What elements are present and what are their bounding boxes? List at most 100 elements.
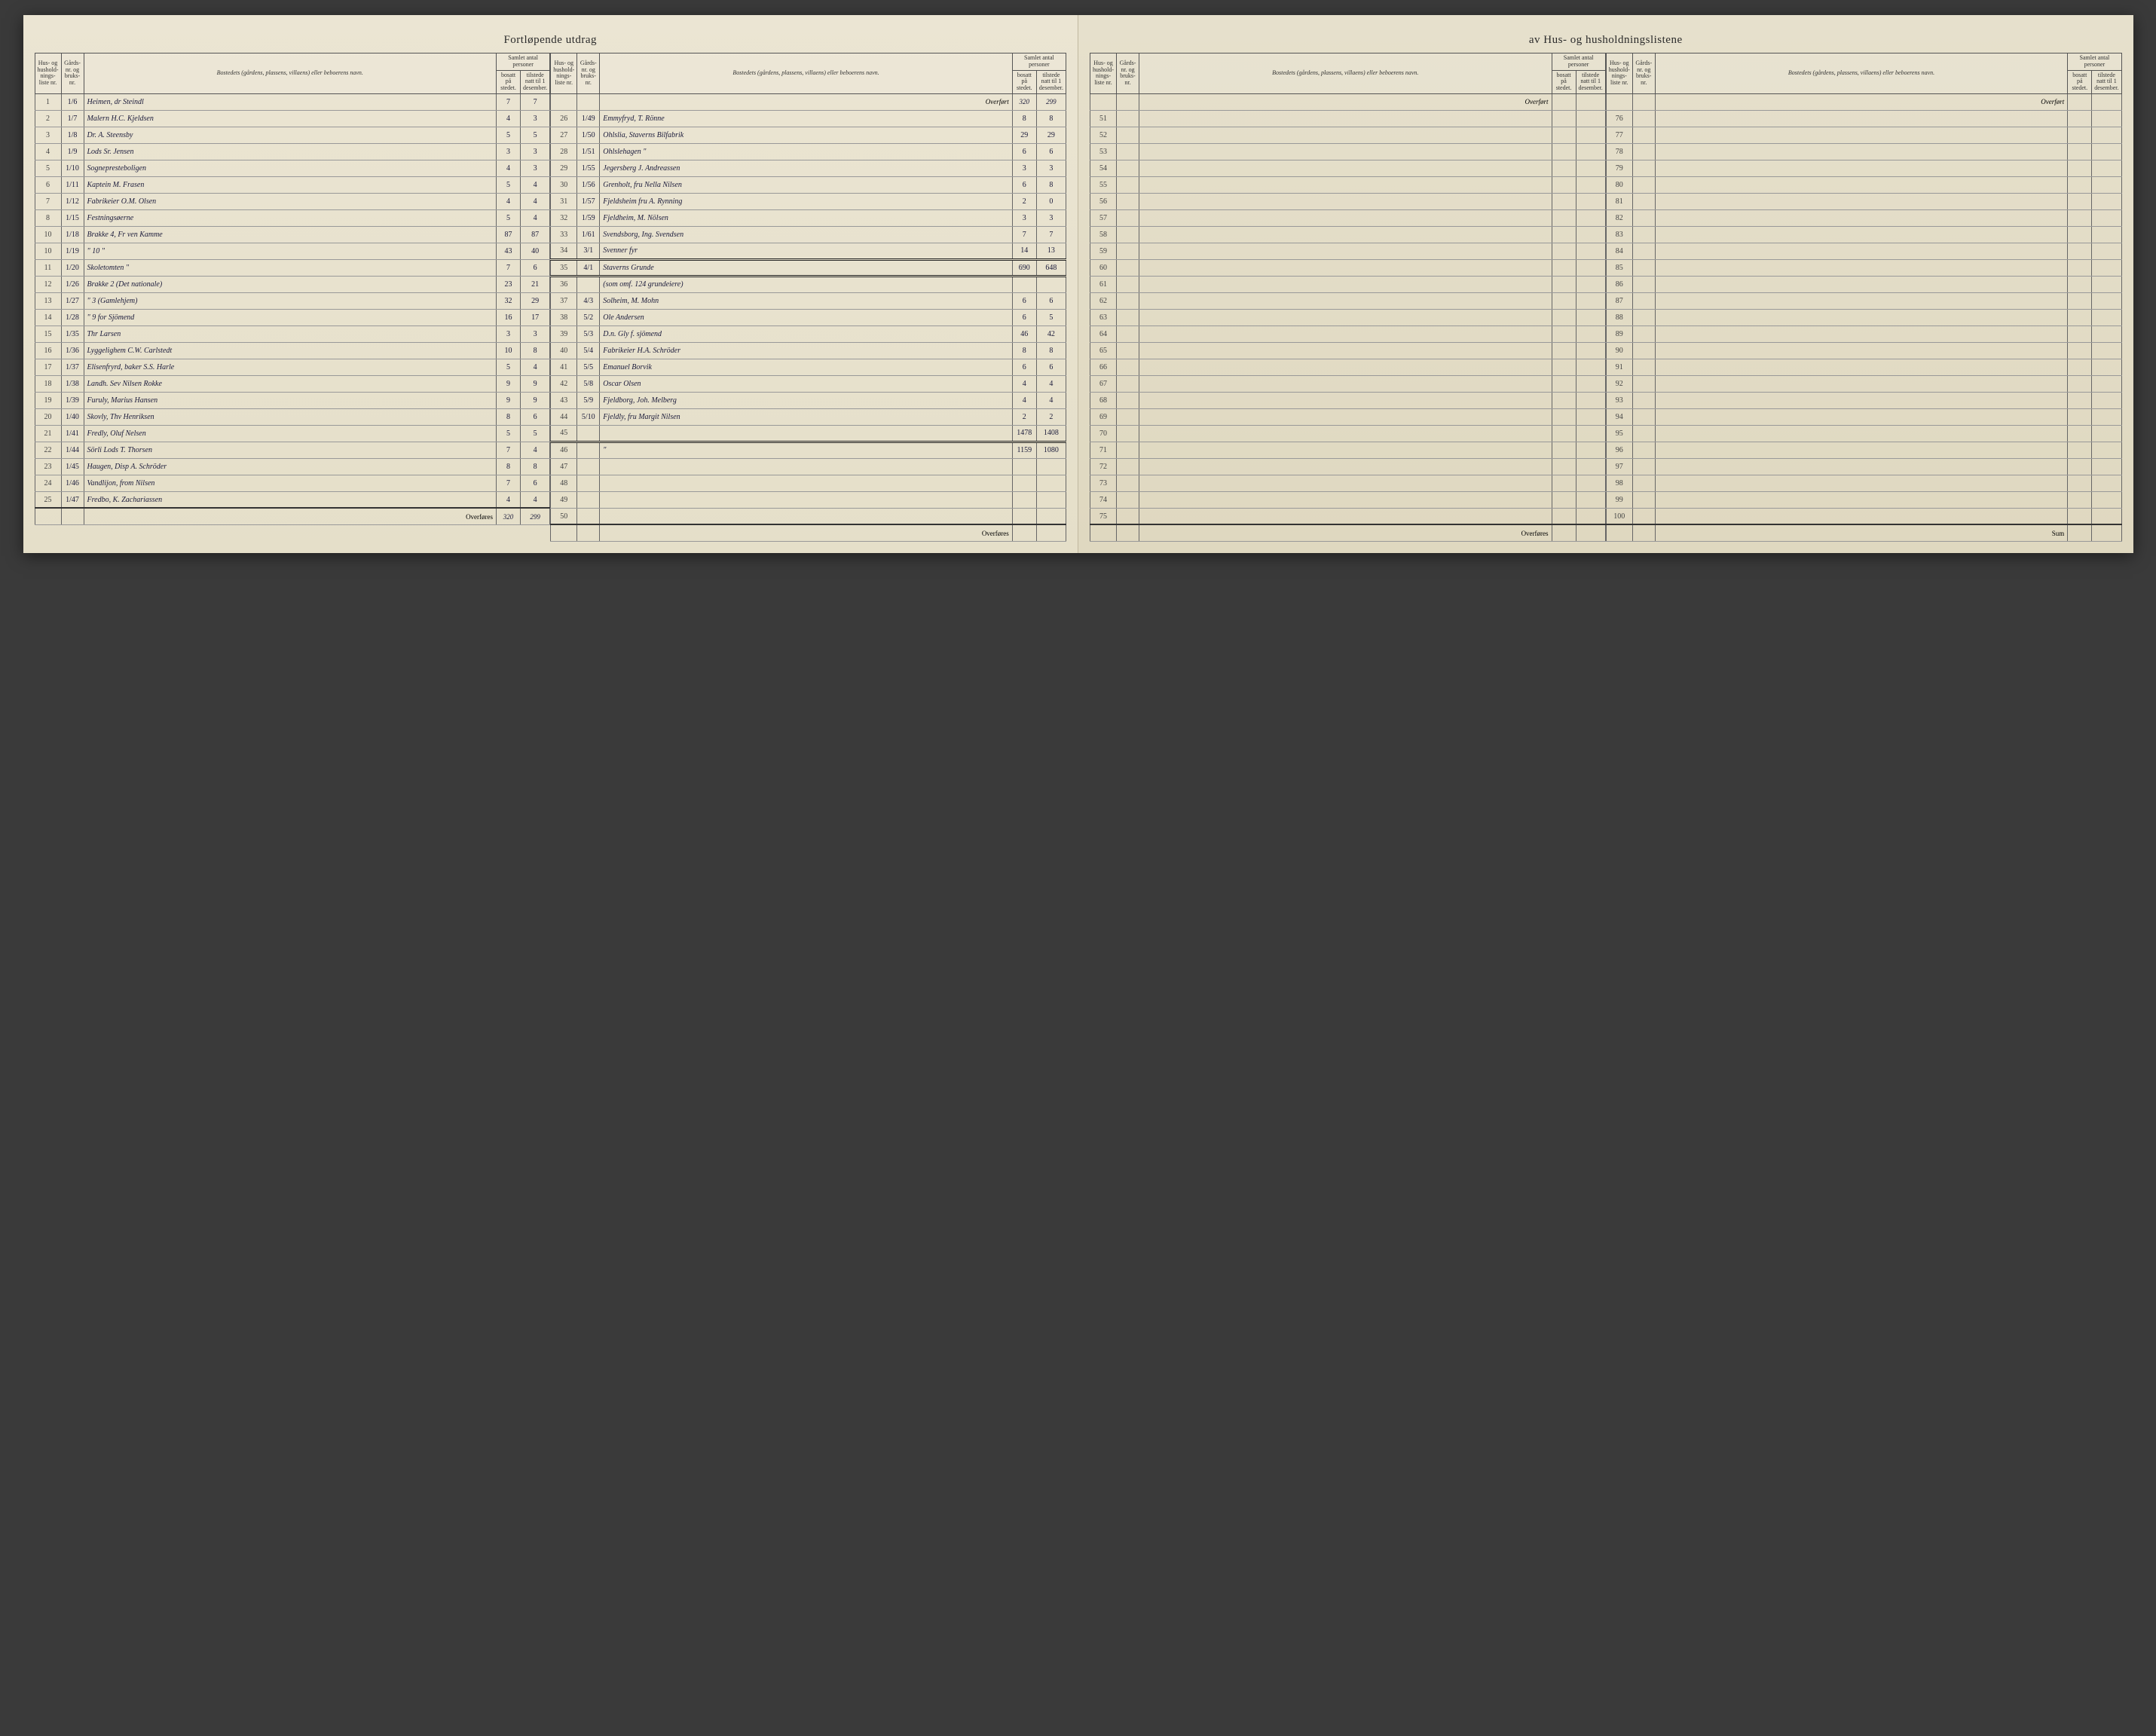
th-samlet-b: Samlet antal personer bbox=[1012, 53, 1066, 71]
cell-bosatt: 29 bbox=[1012, 127, 1036, 143]
cell-tilstede: 6 bbox=[521, 259, 550, 276]
cell-liste: 45 bbox=[551, 425, 577, 442]
cell-tilstede bbox=[2092, 442, 2121, 458]
title-left: Fortløpende utdrag bbox=[503, 34, 597, 47]
cell-gard: 3/1 bbox=[577, 243, 600, 259]
cell-gard bbox=[577, 508, 600, 524]
cell-tilstede: 1408 bbox=[1036, 425, 1066, 442]
cell-name: Fjeldborg, Joh. Melberg bbox=[600, 392, 1013, 408]
cell-gard bbox=[1632, 226, 1655, 243]
table-header-d: Hus- og hushold-nings-liste nr. Gårds-nr… bbox=[1606, 53, 2121, 94]
cell-bosatt bbox=[1012, 475, 1036, 491]
cell-bosatt: 1478 bbox=[1012, 425, 1036, 442]
cell-liste: 74 bbox=[1090, 491, 1117, 508]
table-row: 281/51Ohlslehagen "66 bbox=[551, 143, 1066, 160]
cell-tilstede bbox=[2092, 458, 2121, 475]
th-bosted-d: Bostedets (gårdens, plassens, villaens) … bbox=[1655, 53, 2068, 94]
table-row: 51 bbox=[1090, 110, 1606, 127]
cell-gard bbox=[1117, 326, 1139, 342]
cell-name bbox=[1139, 176, 1552, 193]
cell-tilstede bbox=[2092, 359, 2121, 375]
cell-name bbox=[1655, 193, 2068, 209]
cell-liste: 86 bbox=[1606, 276, 1632, 292]
title-left-container: Fortløpende utdrag bbox=[35, 34, 1067, 47]
cell-gard: 1/18 bbox=[61, 226, 84, 243]
cell-name: Emmyfryd, T. Rönne bbox=[600, 110, 1013, 127]
cell-gard bbox=[1117, 243, 1139, 259]
tbody-d: 7677787980818283848586878889909192939495… bbox=[1606, 110, 2121, 524]
cell-name: Malern H.C. Kjeldsen bbox=[84, 110, 497, 127]
cell-name: Grenholt, fru Nella Nilsen bbox=[600, 176, 1013, 193]
cell-gard bbox=[1632, 243, 1655, 259]
cell-tilstede: 3 bbox=[521, 160, 550, 176]
cell-bosatt bbox=[2068, 491, 2092, 508]
cell-tilstede bbox=[1576, 143, 1605, 160]
cell-gard bbox=[1117, 209, 1139, 226]
table-row: 61/11Kaptein M. Frasen54 bbox=[35, 176, 550, 193]
table-row: 98 bbox=[1606, 475, 2121, 491]
cell-liste: 23 bbox=[35, 458, 61, 475]
cell-tilstede bbox=[2092, 309, 2121, 326]
table-row: 31/8Dr. A. Steensby55 bbox=[35, 127, 550, 143]
cell-bosatt: 6 bbox=[1012, 309, 1036, 326]
table-row: 241/46Vandlijon, from Nilsen76 bbox=[35, 475, 550, 491]
cell-liste: 70 bbox=[1090, 425, 1117, 442]
table-row: 45 14781408 bbox=[551, 425, 1066, 442]
cell-gard: 5/2 bbox=[577, 309, 600, 326]
cell-bosatt bbox=[2068, 292, 2092, 309]
table-row: 77 bbox=[1606, 127, 2121, 143]
table-row: 55 bbox=[1090, 176, 1606, 193]
cell-tilstede: 9 bbox=[521, 375, 550, 392]
table-row: 65 bbox=[1090, 342, 1606, 359]
overfores-label: Overføres bbox=[84, 508, 497, 524]
cell-gard bbox=[1117, 143, 1139, 160]
cell-bosatt: 8 bbox=[497, 458, 521, 475]
cell-gard bbox=[1117, 458, 1139, 475]
cell-bosatt: 16 bbox=[497, 309, 521, 326]
cell-liste: 33 bbox=[551, 226, 577, 243]
cell-bosatt bbox=[1552, 359, 1576, 375]
cell-name: D.n. Gly f. sjömend bbox=[600, 326, 1013, 342]
table-row: 251/47Fredbo, K. Zachariassen44 bbox=[35, 491, 550, 508]
cell-liste: 15 bbox=[35, 326, 61, 342]
table-row: 70 bbox=[1090, 425, 1606, 442]
table-row: 91 bbox=[1606, 359, 2121, 375]
cell-tilstede: 87 bbox=[521, 226, 550, 243]
cell-tilstede bbox=[2092, 392, 2121, 408]
cell-gard bbox=[1632, 475, 1655, 491]
cell-name: Oscar Olsen bbox=[600, 375, 1013, 392]
table-row: 81/15Festningsøerne54 bbox=[35, 209, 550, 226]
cell-tilstede: 29 bbox=[1036, 127, 1066, 143]
table-row: 141/28" 9 for Sjömend1617 bbox=[35, 309, 550, 326]
table-row: 76 bbox=[1606, 110, 2121, 127]
cell-bosatt bbox=[2068, 143, 2092, 160]
table-row: 131/27" 3 (Gamlehjem)3229 bbox=[35, 292, 550, 309]
cell-bosatt bbox=[2068, 209, 2092, 226]
cell-name: " bbox=[600, 442, 1013, 458]
cell-liste: 6 bbox=[35, 176, 61, 193]
cell-tilstede bbox=[2092, 326, 2121, 342]
cell-name bbox=[1655, 442, 2068, 458]
table-row: 99 bbox=[1606, 491, 2121, 508]
cell-bosatt bbox=[1012, 508, 1036, 524]
cell-bosatt bbox=[2068, 309, 2092, 326]
cell-liste: 60 bbox=[1090, 259, 1117, 276]
table-row: 71 bbox=[1090, 442, 1606, 458]
cell-name: Elisenfryrd, baker S.S. Harle bbox=[84, 359, 497, 375]
cell-liste: 58 bbox=[1090, 226, 1117, 243]
cell-tilstede bbox=[2092, 226, 2121, 243]
left-page: Fortløpende utdrag Hus- og hushold-nings… bbox=[23, 15, 1079, 553]
cell-gard: 5/5 bbox=[577, 359, 600, 375]
table-row: 71/12Fabrikeier O.M. Olsen44 bbox=[35, 193, 550, 209]
cell-tilstede bbox=[1036, 491, 1066, 508]
th-liste-c: Hus- og hushold-nings-liste nr. bbox=[1090, 53, 1117, 94]
cell-liste: 51 bbox=[1090, 110, 1117, 127]
cell-name: Furuly, Marius Hansen bbox=[84, 392, 497, 408]
th-bosatt-b: bosatt på stedet. bbox=[1012, 70, 1036, 93]
table-row: 211/41Fredly, Oluf Nelsen55 bbox=[35, 425, 550, 442]
cell-gard bbox=[577, 276, 600, 292]
cell-bosatt: 7 bbox=[497, 93, 521, 110]
cell-bosatt bbox=[2068, 342, 2092, 359]
cell-liste: 91 bbox=[1606, 359, 1632, 375]
cell-name: Jegersberg J. Andreassen bbox=[600, 160, 1013, 176]
